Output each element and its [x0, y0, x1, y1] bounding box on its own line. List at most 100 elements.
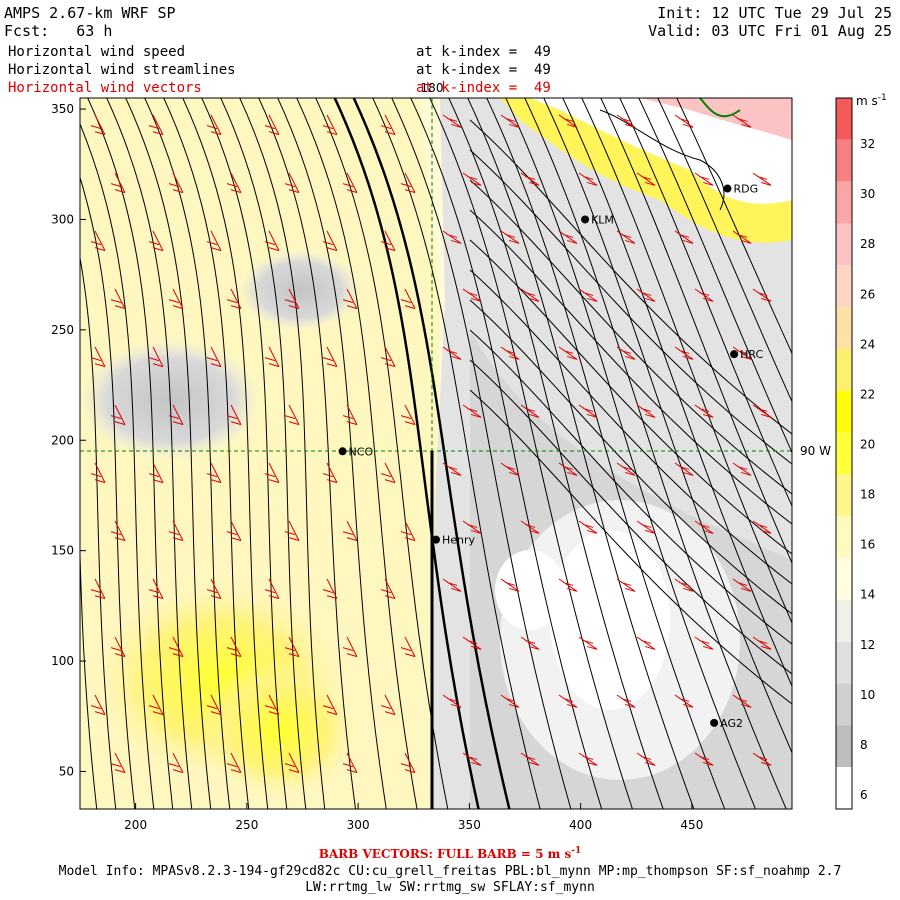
wind-barb	[168, 520, 184, 542]
wind-barb	[148, 346, 164, 368]
wind-barb	[694, 520, 714, 534]
colorbar-swatch	[836, 223, 852, 266]
colorbar-swatch	[836, 307, 852, 349]
colorbar-label: 28	[860, 237, 875, 251]
streamline	[106, 98, 193, 809]
colorbar-label: 14	[860, 588, 875, 602]
y-tick-label: 300	[51, 212, 74, 226]
colorbar: 32 30 28 26 24 22 20 18 16 14 12 10 8 6	[835, 97, 875, 810]
y-axis: 50 100 150 200 250 300 350	[51, 102, 86, 778]
wind-barb	[462, 636, 482, 650]
wind-barb	[500, 346, 520, 360]
colorbar-label: 8	[860, 738, 868, 752]
colorbar-swatch	[836, 599, 852, 642]
wind-barb	[226, 636, 242, 658]
layer-speed-name: Horizontal wind speed	[8, 44, 186, 60]
streamline	[201, 98, 288, 809]
valid-time: Valid: 03 UTC Fri 01 Aug 25	[648, 22, 892, 40]
colorbar-swatch	[836, 683, 852, 726]
wind-barb	[732, 694, 752, 708]
colorbar-swatch	[836, 641, 852, 684]
x-tick-label: 450	[680, 818, 703, 832]
streamline	[467, 98, 695, 809]
streamline	[469, 269, 792, 585]
wind-barb	[694, 404, 714, 418]
wind-barb	[380, 230, 396, 252]
wind-barb	[284, 172, 300, 194]
wind-barb	[322, 114, 338, 136]
wind-barb	[206, 230, 222, 252]
wind-barb	[90, 694, 106, 716]
wind-barb	[732, 230, 752, 244]
streamline	[486, 98, 726, 809]
wind-barb	[500, 462, 520, 476]
station-marker	[338, 447, 347, 456]
streamline	[469, 329, 792, 645]
wind-barb	[380, 694, 396, 716]
wind-barb	[110, 636, 126, 658]
layer-vectors-name: Horizontal wind vectors	[8, 80, 202, 96]
streamline	[352, 98, 511, 809]
wind-barb	[732, 114, 752, 128]
wind-barb	[168, 636, 184, 658]
wind-barb	[380, 578, 396, 600]
wind-speed-field	[80, 98, 792, 809]
wind-barb	[616, 230, 636, 244]
wind-barb	[284, 636, 300, 658]
wind-barb	[674, 230, 694, 244]
wind-barb	[636, 752, 656, 766]
wind-barb	[168, 172, 184, 194]
wind-barb	[520, 172, 540, 186]
streamline	[638, 98, 792, 454]
wind-barb	[284, 404, 300, 426]
streamline	[315, 98, 449, 809]
streamline	[220, 98, 307, 809]
layer-vectors-level: at k-index = 49	[416, 80, 551, 96]
stations-layer: RDG KLM HRC NCO Henry AG2	[338, 183, 764, 730]
y-tick-label: 250	[51, 323, 74, 337]
colorbar-frame	[835, 97, 853, 810]
colorbar-units: m s-1	[856, 93, 887, 108]
wind-barb	[90, 346, 106, 368]
wind-barb	[90, 230, 106, 252]
streamline	[0, 90, 60, 820]
wind-barb	[694, 288, 714, 302]
streamline	[80, 255, 117, 809]
station-marker	[432, 535, 440, 544]
wind-barb	[694, 172, 714, 186]
wind-barb	[322, 230, 338, 252]
y-tick-label: 150	[51, 544, 74, 558]
plot-frame	[79, 97, 793, 810]
wind-barb	[342, 520, 358, 542]
wind-barb	[148, 694, 164, 716]
wind-barb	[674, 346, 694, 360]
x-tick-label: 400	[569, 818, 592, 832]
colorbar-swatch	[836, 98, 852, 140]
colorbar-label: 18	[860, 488, 875, 502]
wind-barb	[732, 346, 752, 360]
wind-barb	[752, 404, 772, 418]
streamline	[581, 98, 792, 625]
streamline	[600, 98, 792, 565]
streamlines-layer	[0, 90, 792, 820]
wind-barb	[264, 462, 280, 484]
x-tick-label: 200	[124, 818, 147, 832]
wind-barb	[520, 636, 540, 650]
streamline	[469, 209, 792, 525]
colorbar-label: 16	[860, 538, 875, 552]
wind-barb	[442, 694, 462, 708]
wind-barb	[322, 578, 338, 600]
wind-barb	[674, 694, 694, 708]
station-marker	[710, 718, 719, 727]
wind-barb	[400, 636, 416, 658]
station-marker	[730, 350, 739, 359]
y-tick-label: 200	[51, 433, 74, 447]
x-axis: 200 250 300 350 400 450	[124, 803, 703, 832]
physics-info: LW:rrtmg_lw SW:rrtmg_sw SFLAY:sf_mynn	[305, 880, 595, 895]
wind-barb	[400, 404, 416, 426]
colorbar-swatch	[836, 725, 852, 768]
streamline	[448, 98, 664, 809]
wind-barb	[380, 462, 396, 484]
init-time: Init: 12 UTC Tue 29 Jul 25	[657, 4, 892, 22]
wind-barb	[442, 114, 462, 128]
